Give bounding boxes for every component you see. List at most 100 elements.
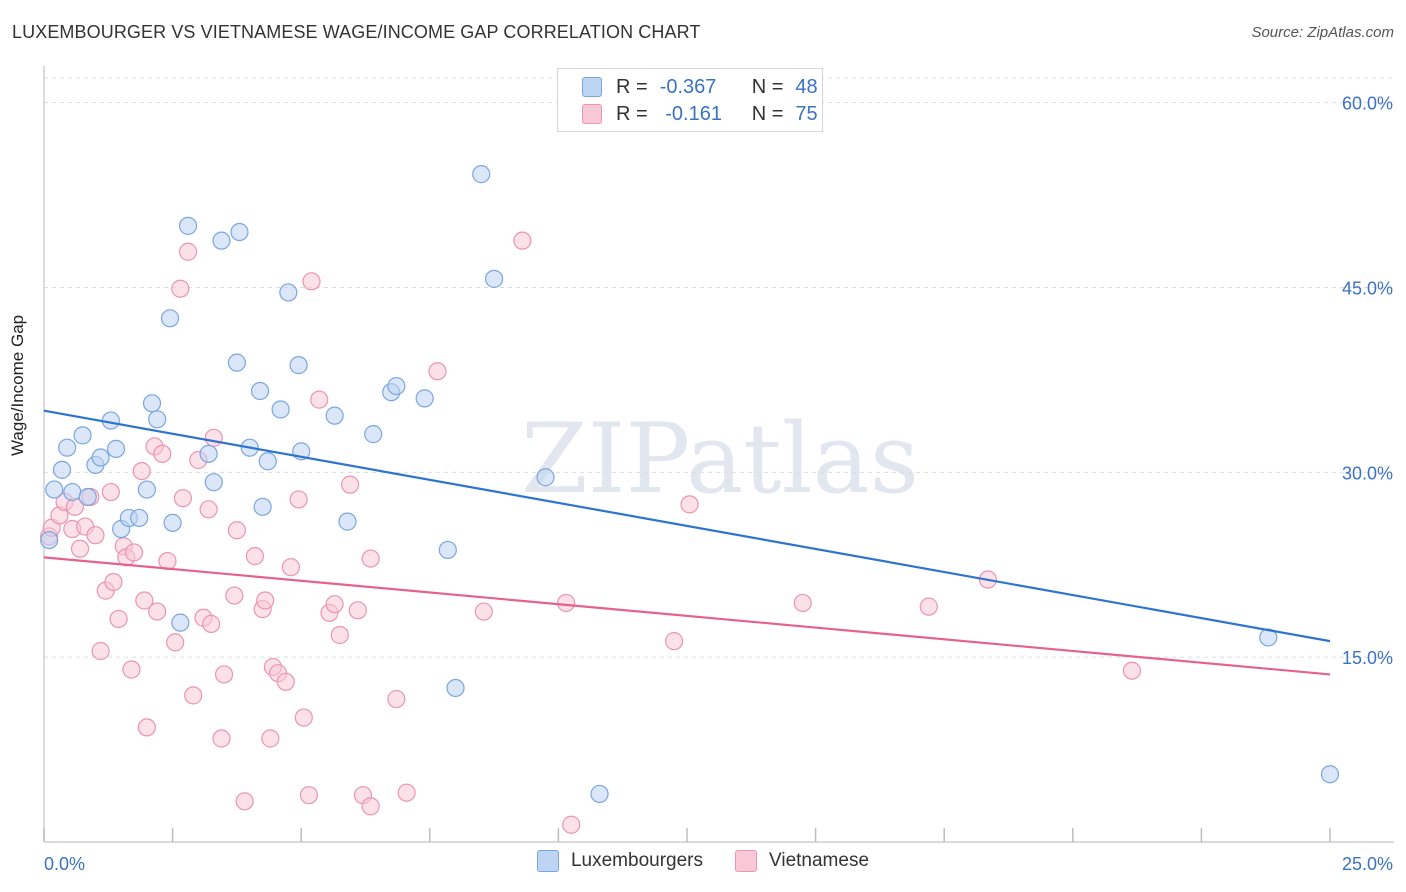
vietnamese-point — [124, 543, 144, 562]
gridlines — [44, 77, 1394, 658]
vietnamese-point — [202, 614, 221, 633]
vietnamese-point — [261, 729, 280, 748]
luxembourger-point — [78, 487, 97, 507]
vietnamese-point — [109, 609, 128, 629]
luxembourger-point — [1259, 628, 1278, 647]
n-value: 75 — [795, 102, 818, 125]
vietnamese-points — [40, 231, 1142, 834]
vietnamese-trendline — [43, 556, 1331, 676]
luxembourger-point — [271, 400, 290, 419]
vietnamese-point — [245, 547, 265, 566]
vietnamese-point — [340, 475, 360, 494]
vietnamese-point — [276, 672, 295, 691]
n-label: N = — [751, 102, 784, 125]
luxembourger-point — [199, 444, 218, 463]
vietnamese-point — [361, 549, 380, 568]
legend-label: Luxembourgers — [570, 850, 704, 871]
vietnamese-point — [289, 490, 308, 509]
luxembourger-point — [130, 508, 149, 528]
luxembourger-point — [52, 460, 72, 479]
luxembourger-point — [178, 216, 198, 235]
vietnamese-point — [310, 390, 329, 409]
legend-swatch-pink — [735, 850, 758, 872]
vietnamese-point — [665, 632, 684, 651]
luxembourger-point — [590, 784, 609, 804]
vietnamese-point — [281, 558, 301, 577]
luxembourger-point — [230, 222, 249, 242]
vietnamese-point — [387, 689, 406, 709]
luxembourger-point — [163, 513, 182, 532]
vietnamese-point — [171, 279, 190, 298]
vietnamese-point — [135, 591, 154, 610]
luxembourger-point — [289, 356, 308, 375]
series-legend: Luxembourgers Vietnamese — [0, 850, 1406, 872]
luxembourger-point — [227, 353, 246, 372]
vietnamese-point — [199, 500, 218, 519]
luxembourger-point — [63, 482, 82, 502]
legend-swatch-pink — [582, 104, 602, 124]
luxembourger-points — [40, 165, 1340, 804]
luxembourger-point — [160, 309, 180, 328]
stats-legend: R = -0.367 N = 48 R = -0.161 N = 75 — [557, 68, 823, 132]
luxembourger-point — [472, 165, 491, 184]
y-tick-label: 15.0% — [1342, 648, 1393, 668]
luxembourger-point — [148, 410, 167, 429]
vietnamese-point — [70, 539, 90, 558]
luxembourger-point — [446, 678, 465, 698]
luxembourger-point — [387, 376, 406, 396]
luxembourger-point — [204, 473, 223, 492]
vietnamese-point — [148, 602, 167, 621]
n-value: 48 — [795, 75, 818, 98]
y-tick-label: 60.0% — [1342, 94, 1393, 114]
vietnamese-point — [104, 572, 123, 592]
luxembourger-point — [364, 425, 383, 444]
luxembourger-point — [438, 540, 457, 560]
vietnamese-point — [178, 242, 198, 261]
vietnamese-point — [212, 729, 231, 748]
luxembourger-point — [279, 283, 298, 302]
luxembourger-point — [325, 406, 344, 425]
vietnamese-point — [294, 708, 313, 727]
watermark: ZIPatlas — [521, 403, 919, 515]
y-tick-label: 30.0% — [1342, 463, 1393, 483]
r-value: -0.367 — [659, 75, 717, 98]
vietnamese-point — [557, 593, 576, 613]
luxembourger-point — [91, 448, 110, 467]
x-tick-label-min: 0.0% — [44, 854, 85, 874]
vietnamese-point — [513, 231, 532, 250]
r-label: R = — [616, 75, 648, 98]
vietnamese-point — [132, 461, 151, 481]
vietnamese-point — [214, 665, 234, 684]
stats-row-luxembourgers: R = -0.367 N = 48 — [582, 75, 818, 99]
legend-swatch-blue — [536, 850, 559, 872]
luxembourger-point — [253, 497, 272, 516]
vietnamese-point — [299, 786, 319, 805]
luxembourger-point — [137, 480, 156, 499]
chart-title: LUXEMBOURGER VS VIETNAMESE WAGE/INCOME G… — [12, 22, 701, 42]
vietnamese-point — [184, 686, 203, 705]
vietnamese-point — [302, 272, 321, 291]
legend-item-vietnamese[interactable]: Vietnamese — [735, 850, 869, 872]
luxembourger-point — [171, 613, 190, 632]
vietnamese-point — [680, 495, 699, 514]
y-axis-label: Wage/Income Gap — [8, 314, 27, 456]
luxembourger-point — [1320, 765, 1340, 784]
luxembourger-point — [45, 480, 64, 499]
vietnamese-point — [428, 362, 447, 381]
vietnamese-point — [793, 593, 812, 613]
vietnamese-point — [919, 597, 938, 616]
source-credit: Source: ZipAtlas.com — [1251, 24, 1394, 41]
luxembourger-point — [485, 269, 504, 288]
luxembourger-point — [40, 530, 59, 550]
vietnamese-point — [91, 641, 110, 661]
trendlines — [43, 409, 1331, 676]
vietnamese-point — [153, 444, 172, 463]
vietnamese-point — [361, 797, 380, 816]
r-label: R = — [616, 102, 648, 125]
legend-item-luxembourgers[interactable]: Luxembourgers — [536, 850, 704, 872]
legend-swatch-blue — [582, 77, 602, 97]
legend-label: Vietnamese — [769, 850, 870, 871]
vietnamese-point — [256, 591, 275, 610]
vietnamese-point — [137, 718, 156, 737]
